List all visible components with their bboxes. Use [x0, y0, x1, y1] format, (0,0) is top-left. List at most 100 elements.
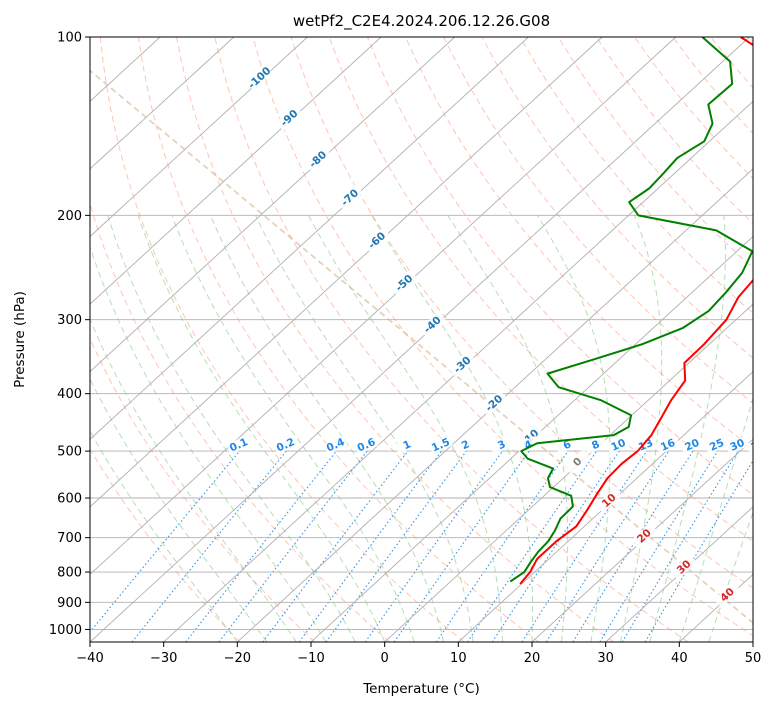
isotherm-line [0, 37, 13, 642]
mixing-ratio-label-bg [428, 435, 453, 455]
y-tick-label: 1000 [49, 623, 82, 638]
mixing-ratio-label-text: 8 [590, 438, 602, 452]
y-tick-label: 700 [57, 531, 82, 546]
mixing-ratio-label: 8 [583, 435, 608, 455]
mixing-ratio-label-bg [273, 435, 298, 455]
isotherm-label: -70 [336, 184, 364, 211]
x-tick-label: 20 [524, 651, 541, 666]
isotherm-label: -20 [480, 390, 508, 417]
plot-frame [89, 36, 754, 643]
moist-adiabat [171, 215, 415, 642]
y-axis: 100 200 300 400 500 600 700 800 900 1000 [49, 31, 90, 638]
isotherm-label: -80 [304, 146, 332, 173]
y-tick-label: 200 [57, 209, 82, 224]
mixing-ratio-label: 10 [606, 435, 631, 455]
dry-adiabat [481, 37, 753, 359]
isotherm-label: -60 [363, 227, 391, 254]
mixing-ratio-label-bg [226, 435, 251, 455]
isotherm-label: -100 [246, 65, 273, 92]
mixing-ratio-line [218, 450, 368, 642]
isotherm-label-bg [564, 448, 591, 475]
dry-adiabat [252, 37, 753, 637]
mixing-ratio-label-bg [489, 435, 514, 455]
isotherm-label-bg [336, 184, 364, 211]
mixing-ratio-label-text: 25 [708, 437, 726, 454]
moist-adiabat [708, 510, 753, 642]
isotherm-label-bg [418, 311, 446, 338]
moist-adiabat [649, 215, 726, 642]
lcl-curve [90, 69, 753, 625]
mixing-ratio-line [131, 450, 287, 642]
mixing-ratio-label-text: 16 [659, 437, 677, 454]
profile-lines [509, 37, 753, 585]
mixing-ratio-label-text: 3 [496, 438, 508, 452]
mixing-ratio-label-text: 6 [561, 438, 573, 452]
mixing-ratio-label-bg [583, 435, 608, 455]
mixing-ratio-label-bg [515, 435, 541, 455]
isotherm-line [90, 37, 456, 373]
isotherm-label-bg [480, 390, 508, 417]
isotherm-line [310, 235, 753, 642]
isotherm-line [605, 506, 753, 642]
isotherm-line [90, 37, 235, 170]
isotherm-label: 0 [564, 448, 591, 475]
x-tick-label: 50 [745, 651, 762, 666]
dry-adiabat [366, 37, 753, 496]
mixing-ratio-line [262, 450, 409, 642]
y-tick-label: 600 [57, 492, 82, 507]
mixing-ratio-label: 20 [679, 435, 705, 455]
isotherm-line [679, 573, 753, 642]
isotherm-line [752, 641, 753, 642]
moist-adiabat [255, 215, 474, 642]
dry-adiabat [90, 447, 241, 642]
mixing-ratio-line [521, 450, 648, 642]
x-tick-label: −10 [297, 651, 324, 666]
isotherm-line [90, 37, 529, 440]
isotherm-line [90, 37, 677, 576]
isotherm-label-bg [448, 351, 476, 378]
y-tick-label: 800 [57, 566, 82, 581]
mixing-ratio-label: 0.4 [323, 435, 348, 455]
y-axis-label: Pressure (hPa) [12, 291, 28, 388]
isotherm-label: -40 [418, 311, 446, 338]
dry-adiabat [137, 37, 540, 642]
isotherm-label: 20 [630, 522, 658, 549]
x-tick-label: 40 [671, 651, 688, 666]
dry-adiabat [99, 37, 465, 642]
mixing-ratio-line [491, 450, 620, 642]
y-tick-label: 300 [57, 313, 82, 328]
isotherm-labels: -100-90-80-70-60-50-40-30-20-10010203040… [226, 65, 767, 608]
mixing-ratio-label-text: 13 [637, 437, 655, 454]
mixing-ratio-label-text: 10 [609, 437, 627, 454]
mixing-ratio-label-bg [655, 435, 681, 455]
mixing-ratio-label-text: 36 [749, 437, 767, 454]
isotherm-label-bg [595, 487, 623, 514]
mixing-ratio-label: 4 [515, 435, 541, 455]
mixing-ratio-label-bg [704, 435, 729, 455]
isotherm-label-bg [304, 146, 332, 173]
isotherm-line [90, 37, 308, 238]
mixing-ratio-label-bg [606, 435, 631, 455]
moist-adiabat [90, 318, 297, 642]
mixing-ratio-line [621, 450, 739, 642]
isotherm-line [458, 371, 753, 642]
isotherm-line [384, 303, 753, 642]
mixing-ratio-label: 3 [489, 435, 514, 455]
moist-adiabat [90, 245, 327, 642]
mixing-ratio-label-bg [323, 435, 348, 455]
isotherm-line [237, 168, 753, 642]
y-tick-label: 400 [57, 387, 82, 402]
moist-adiabat [371, 215, 534, 642]
isotherm-label: -50 [390, 270, 418, 296]
x-tick-label: −30 [150, 651, 177, 666]
moist-adiabat [537, 215, 611, 642]
isotherm-label-bg [275, 105, 303, 131]
mixing-ratio-label-bg [353, 435, 379, 455]
mixing-ratio-line [572, 450, 694, 642]
dry-adiabat [214, 37, 689, 642]
isotherm-label: -90 [275, 105, 303, 131]
isotherm-label: 40 [713, 581, 741, 608]
moist-adiabat [619, 215, 663, 642]
mixing-ratio-label-text: 4 [523, 438, 535, 452]
y-tick-label: 100 [57, 31, 82, 46]
